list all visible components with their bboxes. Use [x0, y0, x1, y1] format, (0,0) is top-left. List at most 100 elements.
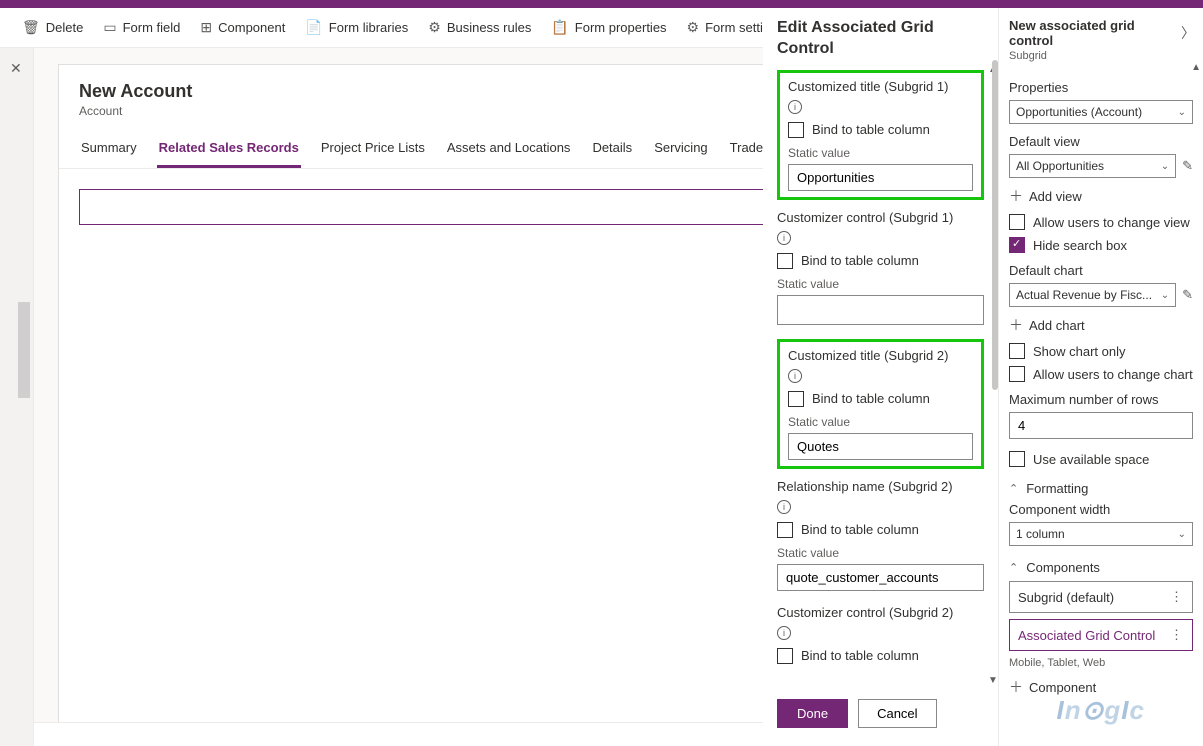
edit-view-icon[interactable]: ✎	[1182, 158, 1193, 174]
properties-panel: ▲ New associated grid control 〉 Subgrid …	[998, 8, 1203, 746]
bind-column-checkbox-row[interactable]: Bind to table column	[777, 253, 984, 269]
left-rail: ✕	[0, 48, 34, 746]
rules-icon: ⚙	[428, 19, 441, 36]
settings-icon: ⚙	[687, 19, 700, 36]
max-rows-label: Maximum number of rows	[1009, 392, 1193, 407]
table-select[interactable]: Opportunities (Account)⌄	[1009, 100, 1193, 124]
tab-project-price-lists[interactable]: Project Price Lists	[319, 132, 427, 168]
static-value-label: Static value	[788, 415, 973, 429]
form-subtitle: Account	[79, 104, 192, 118]
properties-section-label: Properties	[1009, 80, 1193, 95]
scroll-down-arrow[interactable]: ▼	[988, 675, 998, 686]
components-section[interactable]: ⌃ Components	[1009, 560, 1193, 575]
customizer-input-subgrid1[interactable]	[777, 295, 984, 325]
tab-summary[interactable]: Summary	[79, 132, 139, 168]
checkbox-label: Bind to table column	[801, 522, 919, 537]
info-icon[interactable]: i	[788, 100, 802, 114]
checkbox[interactable]	[788, 391, 804, 407]
default-chart-label: Default chart	[1009, 263, 1193, 278]
component-width-select[interactable]: 1 column⌄	[1009, 522, 1193, 546]
form-field-button[interactable]: ▭Form field	[93, 13, 190, 42]
form-field-icon: ▭	[103, 19, 116, 36]
max-rows-input[interactable]	[1009, 412, 1193, 439]
static-value-input-subgrid1[interactable]	[788, 164, 973, 191]
tab-servicing[interactable]: Servicing	[652, 132, 709, 168]
checkbox[interactable]	[1009, 366, 1025, 382]
add-component-link[interactable]: ＋Component	[1009, 677, 1193, 697]
plus-icon: ＋	[1009, 186, 1023, 206]
default-chart-select[interactable]: Actual Revenue by Fisc...⌄	[1009, 283, 1176, 307]
edit-chart-icon[interactable]: ✎	[1182, 287, 1193, 303]
static-value-label: Static value	[777, 277, 984, 291]
collapse-icon[interactable]: 〉	[1181, 23, 1195, 43]
field-label: Customizer control (Subgrid 2)	[777, 605, 984, 620]
add-chart-link[interactable]: ＋Add chart	[1009, 315, 1193, 335]
checkbox-label: Bind to table column	[812, 391, 930, 406]
checkbox[interactable]	[1009, 343, 1025, 359]
allow-change-chart-checkbox[interactable]: Allow users to change chart	[1009, 366, 1193, 382]
checkbox[interactable]	[1009, 214, 1025, 230]
checkbox-checked[interactable]	[1009, 237, 1025, 253]
add-chart-label: Add chart	[1029, 318, 1085, 333]
form-libraries-button[interactable]: 📄Form libraries	[295, 13, 418, 42]
default-view-select[interactable]: All Opportunities⌄	[1009, 154, 1176, 178]
checkbox[interactable]	[1009, 451, 1025, 467]
properties-icon: 📋	[551, 19, 568, 36]
tab-related-sales-records[interactable]: Related Sales Records	[157, 132, 301, 168]
scroll-up-arrow[interactable]: ▲	[1191, 62, 1201, 73]
info-icon[interactable]: i	[777, 500, 791, 514]
info-icon[interactable]: i	[788, 369, 802, 383]
use-available-space-checkbox[interactable]: Use available space	[1009, 451, 1193, 467]
chevron-icon: ⌃	[1009, 482, 1018, 495]
cancel-button[interactable]: Cancel	[858, 699, 936, 728]
bind-column-checkbox-row[interactable]: Bind to table column	[777, 522, 984, 538]
delete-button[interactable]: 🗑Delete	[12, 13, 93, 42]
more-icon[interactable]: ⋮	[1170, 589, 1184, 605]
close-rail-button[interactable]: ✕	[0, 48, 33, 77]
component-button[interactable]: ⊞Component	[190, 13, 295, 42]
add-view-link[interactable]: ＋Add view	[1009, 186, 1193, 206]
highlight-subgrid-1-title: Customized title (Subgrid 1) i Bind to t…	[777, 70, 984, 200]
allow-change-view-checkbox[interactable]: Allow users to change view	[1009, 214, 1193, 230]
delete-icon: 🗑	[22, 19, 40, 36]
more-icon[interactable]: ⋮	[1170, 627, 1184, 643]
checkbox-label: Bind to table column	[801, 253, 919, 268]
tab-assets-and-locations[interactable]: Assets and Locations	[445, 132, 573, 168]
add-component-label: Component	[1029, 680, 1096, 695]
bind-column-checkbox-row[interactable]: Bind to table column	[788, 391, 973, 407]
component-name: Subgrid (default)	[1018, 590, 1114, 605]
form-libraries-label: Form libraries	[329, 20, 408, 35]
relationship-name-input-subgrid2[interactable]	[777, 564, 984, 591]
chevron-down-icon: ⌄	[1178, 529, 1186, 540]
chevron-icon: ⌃	[1009, 561, 1018, 574]
static-value-input-subgrid2[interactable]	[788, 433, 973, 460]
done-button[interactable]: Done	[777, 699, 848, 728]
bind-column-checkbox-row[interactable]: Bind to table column	[788, 122, 973, 138]
business-rules-button[interactable]: ⚙Business rules	[418, 13, 541, 42]
info-icon[interactable]: i	[777, 626, 791, 640]
checkbox[interactable]	[777, 648, 793, 664]
bind-column-checkbox-row[interactable]: Bind to table column	[777, 648, 984, 664]
component-associated-grid-control[interactable]: Associated Grid Control ⋮	[1009, 619, 1193, 651]
field-label: Relationship name (Subgrid 2)	[777, 479, 984, 494]
info-icon[interactable]: i	[777, 231, 791, 245]
default-view-label: Default view	[1009, 134, 1193, 149]
form-properties-button[interactable]: 📋 Form properties	[541, 13, 676, 42]
checkbox[interactable]	[788, 122, 804, 138]
checkbox[interactable]	[777, 253, 793, 269]
section-label: Formatting	[1026, 481, 1088, 496]
component-platforms: Mobile, Tablet, Web	[1009, 657, 1193, 669]
checkbox[interactable]	[777, 522, 793, 538]
rail-scrollbar[interactable]	[18, 302, 30, 398]
section-label: Components	[1026, 560, 1100, 575]
show-chart-only-checkbox[interactable]: Show chart only	[1009, 343, 1193, 359]
props-subtitle: Subgrid	[999, 50, 1203, 70]
tab-details[interactable]: Details	[590, 132, 634, 168]
component-icon: ⊞	[200, 19, 212, 36]
formatting-section[interactable]: ⌃ Formatting	[1009, 481, 1193, 496]
panel-title: Edit Associated Grid Control	[763, 8, 998, 70]
component-subgrid-default[interactable]: Subgrid (default) ⋮	[1009, 581, 1193, 613]
hide-search-checkbox[interactable]: Hide search box	[1009, 237, 1193, 253]
form-properties-label: Form properties	[575, 20, 667, 35]
component-name: Associated Grid Control	[1018, 628, 1155, 643]
